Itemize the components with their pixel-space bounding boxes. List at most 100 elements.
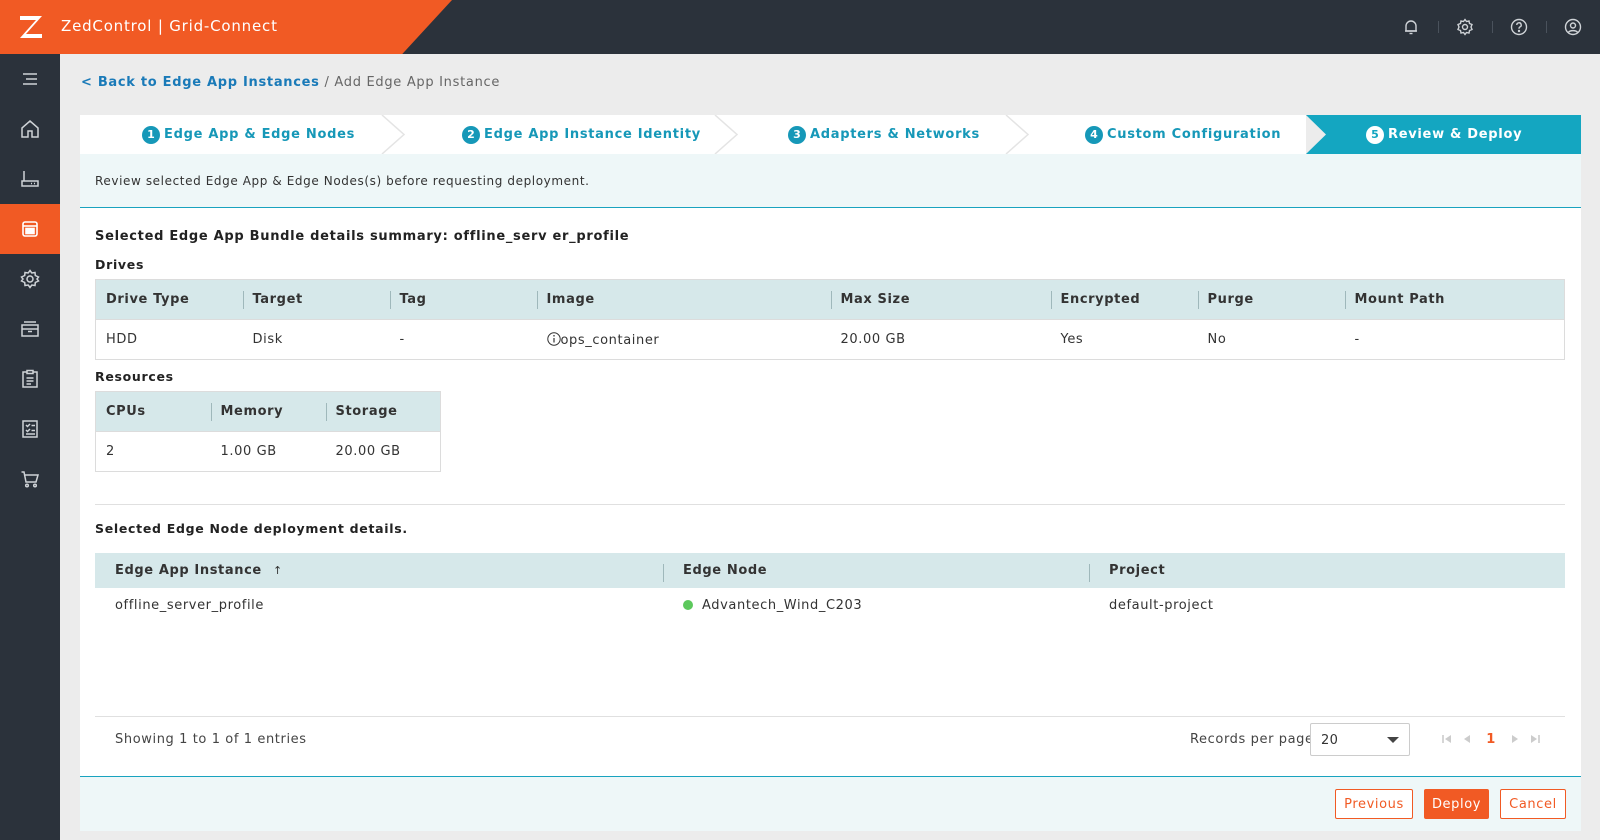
last-page-button[interactable] <box>1528 731 1542 747</box>
cell-storage: 20.00 GB <box>325 431 441 472</box>
help-icon <box>1510 18 1528 36</box>
sidebar-item-networks[interactable] <box>0 254 60 304</box>
cell-mount-path: - <box>1344 319 1565 360</box>
sidebar-item-storage[interactable] <box>0 304 60 354</box>
sort-ascending-icon[interactable]: ↑ <box>272 564 283 577</box>
wizard-steps: 1 Edge App & Edge Nodes 2 Edge App Insta… <box>80 115 1581 154</box>
cell-encrypted: Yes <box>1050 319 1198 360</box>
step-label: Adapters & Networks <box>810 127 980 142</box>
step-adapters-and-networks[interactable]: 3 Adapters & Networks <box>723 115 1014 154</box>
column-header-purge: Purge <box>1197 279 1345 320</box>
info-icon[interactable] <box>546 331 561 346</box>
sidebar-item-home[interactable] <box>0 104 60 154</box>
table-header-row: Drive Type Target Tag Image Max Size Enc… <box>95 279 1565 320</box>
user-menu-button[interactable] <box>1546 0 1600 54</box>
brand-area: ZedControl | Grid-Connect <box>0 0 452 54</box>
back-to-edge-app-instances-link[interactable]: < Back to Edge App Instances <box>81 75 320 90</box>
deployment-table: Edge App Instance ↑ Edge Node Project of… <box>95 553 1565 623</box>
info-bar: Review selected Edge App & Edge Nodes(s)… <box>80 154 1581 208</box>
records-per-page-value: 20 <box>1321 733 1339 748</box>
zededa-logo-icon[interactable] <box>18 13 44 41</box>
drives-table: Drive Type Target Tag Image Max Size Enc… <box>95 279 1565 360</box>
sidebar-item-edge-nodes[interactable] <box>0 154 60 204</box>
column-header-encrypted: Encrypted <box>1050 279 1198 320</box>
column-header-label: Image <box>546 292 595 307</box>
column-header-label: Memory <box>220 404 284 419</box>
column-header-label: Encrypted <box>1060 292 1141 307</box>
table-header-row: CPUs Memory Storage <box>95 391 441 432</box>
help-button[interactable] <box>1492 0 1546 54</box>
column-header-edge-node[interactable]: Edge Node <box>663 553 1089 588</box>
cell-edge-node[interactable]: Advantech_Wind_C203 <box>663 588 1089 623</box>
notifications-button[interactable] <box>1384 0 1438 54</box>
column-header-label: Edge App Instance <box>115 563 262 578</box>
bell-icon <box>1405 20 1417 35</box>
sidebar-item-edge-apps[interactable] <box>0 204 60 254</box>
breadcrumb-separator: / <box>319 75 335 90</box>
column-header-label: Tag <box>399 292 427 307</box>
column-header-storage: Storage <box>325 391 441 432</box>
sidebar-item-checklist[interactable] <box>0 404 60 454</box>
home-icon <box>21 120 39 138</box>
last-page-icon <box>1531 735 1540 743</box>
records-per-page-select[interactable]: 20 <box>1310 723 1410 756</box>
column-header-tag: Tag <box>389 279 537 320</box>
cart-icon <box>21 471 39 488</box>
menu-icon <box>23 73 37 85</box>
sidebar-item-menu[interactable] <box>0 54 60 104</box>
step-chevron-icon <box>1005 115 1030 154</box>
table-row: HDD Disk - ops_container 20.00 GB Yes No… <box>95 319 1565 360</box>
settings-button[interactable] <box>1438 0 1492 54</box>
info-text: Review selected Edge App & Edge Nodes(s)… <box>95 174 590 188</box>
edge-app-icon <box>22 221 38 237</box>
gear-icon <box>1457 18 1473 36</box>
sidebar-item-tasks[interactable] <box>0 354 60 404</box>
column-header-label: Target <box>252 292 303 307</box>
deployment-details-title: Selected Edge Node deployment details. <box>95 521 408 536</box>
column-header-project[interactable]: Project <box>1089 553 1565 588</box>
next-page-button[interactable] <box>1508 731 1522 747</box>
step-edge-app-instance-identity[interactable]: 2 Edge App Instance Identity <box>390 115 723 154</box>
column-header-label: Mount Path <box>1354 292 1446 307</box>
cell-target: Disk <box>242 319 390 360</box>
step-edge-app-and-edge-nodes[interactable]: 1 Edge App & Edge Nodes <box>80 115 390 154</box>
breadcrumb-current: Add Edge App Instance <box>334 75 501 90</box>
column-header-target: Target <box>242 279 390 320</box>
step-custom-configuration[interactable]: 4 Custom Configuration <box>1014 115 1306 154</box>
top-bar: ZedControl | Grid-Connect <box>0 0 1600 54</box>
column-header-mount-path: Mount Path <box>1344 279 1565 320</box>
first-page-icon <box>1442 735 1451 743</box>
column-header-label: Storage <box>335 404 398 419</box>
step-review-and-deploy[interactable]: 5 Review & Deploy <box>1306 115 1581 154</box>
sidebar <box>0 54 60 840</box>
previous-button[interactable]: Previous <box>1335 789 1413 819</box>
current-page[interactable]: 1 <box>1486 731 1496 747</box>
step-number: 1 <box>142 125 160 144</box>
deploy-button[interactable]: Deploy <box>1424 789 1489 819</box>
column-header-label: Max Size <box>840 292 911 307</box>
previous-page-button[interactable] <box>1460 731 1474 747</box>
pagination: 1 <box>1440 731 1542 747</box>
table-row: offline_server_profile Advantech_Wind_C2… <box>95 588 1565 623</box>
step-label: Edge App Instance Identity <box>484 127 701 142</box>
section-divider <box>95 504 1565 505</box>
column-header-label: Project <box>1109 563 1166 578</box>
column-header-label: Edge Node <box>683 563 768 578</box>
sidebar-item-marketplace[interactable] <box>0 454 60 504</box>
checklist-icon <box>22 420 38 438</box>
status-online-icon <box>683 600 693 610</box>
first-page-button[interactable] <box>1440 731 1454 747</box>
cell-cpus: 2 <box>95 431 211 472</box>
column-header-label: Purge <box>1207 292 1254 307</box>
column-header-edge-app-instance[interactable]: Edge App Instance ↑ <box>95 553 663 588</box>
column-header-max-size: Max Size <box>830 279 1051 320</box>
column-header-image: Image <box>536 279 831 320</box>
bundle-summary-title: Selected Edge App Bundle details summary… <box>95 229 630 244</box>
cell-edge-app-instance[interactable]: offline_server_profile <box>115 598 264 613</box>
next-page-icon <box>1512 735 1518 743</box>
step-label: Edge App & Edge Nodes <box>164 127 356 142</box>
review-panel: Review selected Edge App & Edge Nodes(s)… <box>80 154 1581 831</box>
cancel-button[interactable]: Cancel <box>1500 789 1566 819</box>
resources-table: CPUs Memory Storage 2 1.00 GB 20.00 GB <box>95 391 441 472</box>
drives-title: Drives <box>95 257 145 272</box>
